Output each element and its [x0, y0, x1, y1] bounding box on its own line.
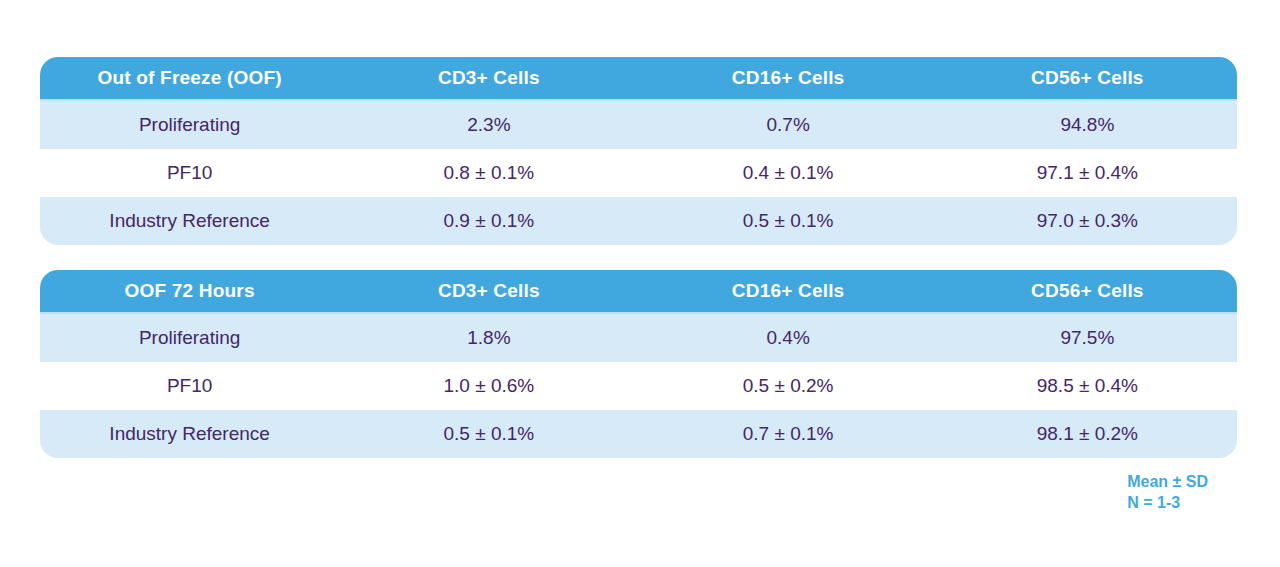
row-label: PF10	[40, 162, 339, 184]
cell-value: 0.9 ± 0.1%	[339, 210, 638, 232]
column-header-cd56: CD56+ Cells	[938, 280, 1237, 302]
cell-value: 97.5%	[938, 327, 1237, 349]
table-row-pf10: PF10 1.0 ± 0.6% 0.5 ± 0.2% 98.5 ± 0.4%	[40, 362, 1237, 410]
footnote-mean-sd: Mean ± SD	[1127, 471, 1208, 492]
oof-table: Out of Freeze (OOF) CD3+ Cells CD16+ Cel…	[40, 57, 1237, 245]
table-row-pf10: PF10 0.8 ± 0.1% 0.4 ± 0.1% 97.1 ± 0.4%	[40, 149, 1237, 197]
footnote-text-block: Mean ± SD N = 1-3	[1127, 471, 1208, 513]
cell-value: 1.0 ± 0.6%	[339, 375, 638, 397]
oof-72-table-title: OOF 72 Hours	[40, 280, 339, 302]
cell-value: 94.8%	[938, 114, 1237, 136]
cell-value: 98.5 ± 0.4%	[938, 375, 1237, 397]
cell-value: 98.1 ± 0.2%	[938, 423, 1237, 445]
row-label: Industry Reference	[40, 210, 339, 232]
table-row-industry-reference: Industry Reference 0.9 ± 0.1% 0.5 ± 0.1%…	[40, 197, 1237, 245]
cell-value: 0.7 ± 0.1%	[639, 423, 938, 445]
oof-72-hours-table: OOF 72 Hours CD3+ Cells CD16+ Cells CD56…	[40, 270, 1237, 458]
cell-value: 1.8%	[339, 327, 638, 349]
row-label: Proliferating	[40, 114, 339, 136]
cell-value: 0.5 ± 0.1%	[339, 423, 638, 445]
cell-value: 2.3%	[339, 114, 638, 136]
oof-table-title: Out of Freeze (OOF)	[40, 67, 339, 89]
row-label: Industry Reference	[40, 423, 339, 445]
cell-value: 0.4%	[639, 327, 938, 349]
footnote-n-range: N = 1-3	[1127, 492, 1208, 513]
cell-value: 97.1 ± 0.4%	[938, 162, 1237, 184]
column-header-cd3: CD3+ Cells	[339, 280, 638, 302]
page: Out of Freeze (OOF) CD3+ Cells CD16+ Cel…	[0, 0, 1280, 567]
oof-72-table-header-row: OOF 72 Hours CD3+ Cells CD16+ Cells CD56…	[40, 270, 1237, 314]
column-header-cd16: CD16+ Cells	[639, 67, 938, 89]
cell-value: 0.5 ± 0.1%	[639, 210, 938, 232]
column-header-cd16: CD16+ Cells	[639, 280, 938, 302]
table-row-proliferating: Proliferating 2.3% 0.7% 94.8%	[40, 101, 1237, 149]
row-label: PF10	[40, 375, 339, 397]
cell-value: 0.7%	[639, 114, 938, 136]
column-header-cd3: CD3+ Cells	[339, 67, 638, 89]
cell-value: 97.0 ± 0.3%	[938, 210, 1237, 232]
row-label: Proliferating	[40, 327, 339, 349]
table-row-industry-reference: Industry Reference 0.5 ± 0.1% 0.7 ± 0.1%…	[40, 410, 1237, 458]
column-header-cd56: CD56+ Cells	[938, 67, 1237, 89]
cell-value: 0.4 ± 0.1%	[639, 162, 938, 184]
oof-table-header-row: Out of Freeze (OOF) CD3+ Cells CD16+ Cel…	[40, 57, 1237, 101]
cell-value: 0.5 ± 0.2%	[639, 375, 938, 397]
cell-value: 0.8 ± 0.1%	[339, 162, 638, 184]
table-row-proliferating: Proliferating 1.8% 0.4% 97.5%	[40, 314, 1237, 362]
footnote: Mean ± SD N = 1-3	[40, 471, 1237, 513]
